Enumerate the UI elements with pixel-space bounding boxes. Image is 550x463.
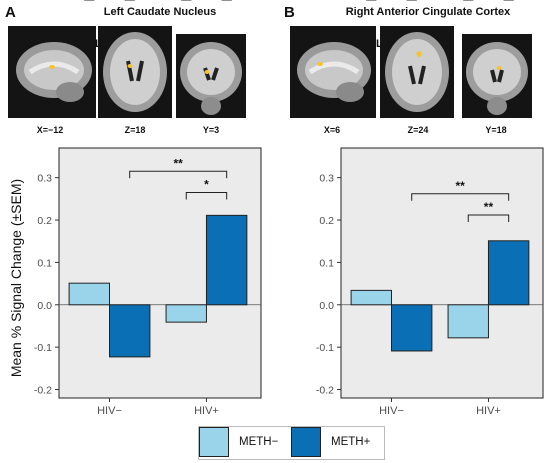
panel-b-letter: B xyxy=(284,4,295,21)
brain-axial-image-a xyxy=(98,26,172,118)
y-tick-label-a: -0.2 xyxy=(34,385,52,397)
significance-bracket-a xyxy=(185,191,228,200)
panel-a-letter: A xyxy=(5,4,16,21)
brain-coronal-image-b xyxy=(462,34,532,118)
y-tick-label-a: 0.0 xyxy=(37,300,52,312)
significance-label-a: ** xyxy=(174,156,184,170)
significance-label-b: ** xyxy=(456,179,466,193)
bar-a xyxy=(205,214,248,306)
coord-y-label-b: Y=18 xyxy=(485,125,507,135)
coord-z-label-a: Z=18 xyxy=(124,125,146,135)
bar-b xyxy=(391,304,433,352)
legend-label-meth-pos: METH+ xyxy=(331,436,371,448)
y-tick-label-b: 0.2 xyxy=(319,215,334,227)
orientation-left-marker-b: L xyxy=(376,38,383,50)
x-tick-label-a: HIV− xyxy=(97,405,122,417)
bar-a xyxy=(68,282,110,306)
coord-z-label-b: Z=24 xyxy=(407,125,429,135)
legend-swatch-meth-neg xyxy=(199,427,229,457)
brain-axial-image-b xyxy=(380,26,454,118)
legend-label-meth-neg: METH− xyxy=(239,436,279,448)
significance-label-b: ** xyxy=(484,200,494,214)
y-tick-label-b: 0.0 xyxy=(319,300,334,312)
significance-bracket-b xyxy=(467,214,510,222)
bar-b xyxy=(487,240,530,306)
brain-sagittal-image-a xyxy=(8,26,96,118)
y-tick-label-a: 0.3 xyxy=(37,173,52,185)
y-tick-label-b: 0.1 xyxy=(319,257,334,269)
y-tick-label-b: -0.1 xyxy=(316,342,334,354)
y-tick-label-b: 0.3 xyxy=(319,173,334,185)
significance-label-a: * xyxy=(204,177,209,191)
legend-swatch-meth-pos xyxy=(291,427,321,457)
y-tick-label-a: 0.1 xyxy=(37,257,52,269)
panel-b-title: Right Anterior Cingulate Cortex xyxy=(345,6,511,18)
brain-coronal-image-a xyxy=(176,34,246,118)
y-axis-label: Mean % Signal Change (±SEM) xyxy=(8,179,24,377)
x-tick-label-b: HIV+ xyxy=(476,405,501,417)
brain-sagittal-image-b xyxy=(290,26,376,118)
legend: METH− METH+ xyxy=(198,426,385,460)
coord-x-label-a: X=−12 xyxy=(36,125,64,135)
bar-a xyxy=(165,304,207,323)
y-tick-label-a: 0.2 xyxy=(37,215,52,227)
panel-a-title: Left Caudate Nucleus xyxy=(103,6,217,18)
bar-b xyxy=(447,304,489,339)
bar-a xyxy=(109,304,151,358)
x-tick-label-a: HIV+ xyxy=(194,405,219,417)
y-tick-label-a: -0.1 xyxy=(34,342,52,354)
x-tick-label-b: HIV− xyxy=(379,405,404,417)
y-tick-label-b: -0.2 xyxy=(316,385,334,397)
significance-bracket-b xyxy=(411,193,510,201)
coord-x-label-b: X=6 xyxy=(323,125,341,135)
significance-bracket-a xyxy=(129,170,228,179)
bar-b xyxy=(350,289,393,306)
orientation-left-marker-a: L xyxy=(95,38,102,50)
coord-y-label-a: Y=3 xyxy=(202,125,220,135)
